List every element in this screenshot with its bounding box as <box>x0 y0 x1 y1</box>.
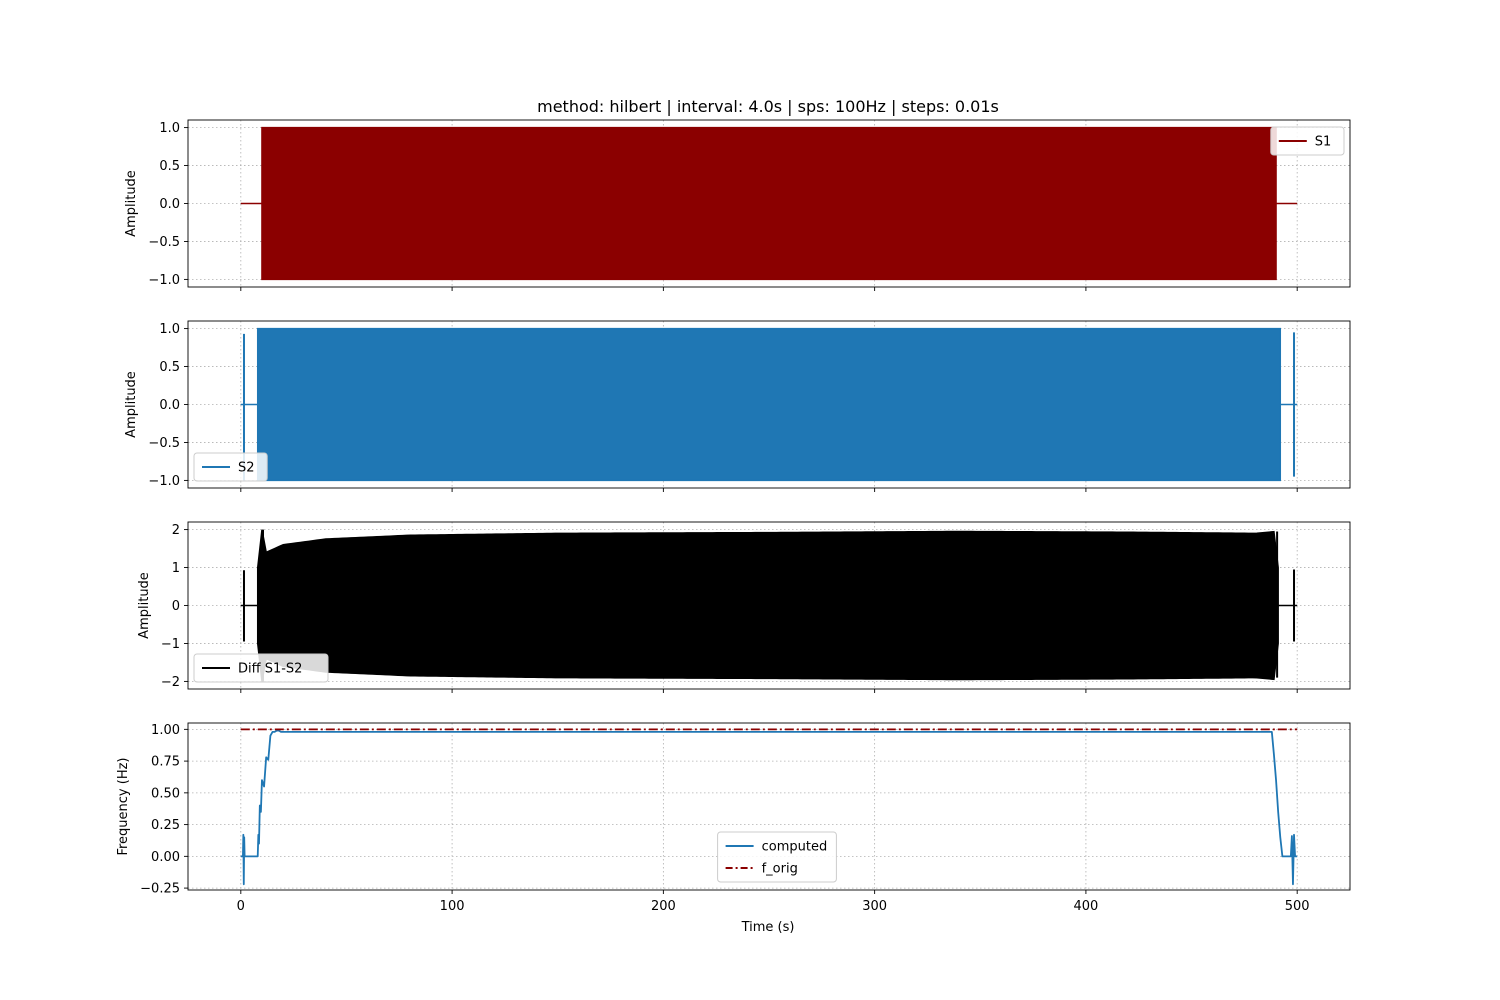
y-tick-label: 0 <box>172 599 180 614</box>
axes-frame <box>187 722 1351 891</box>
series-oscillation-band <box>256 327 1282 482</box>
legend-label: S1 <box>1315 135 1332 150</box>
y-tick-label: −0.5 <box>148 436 180 451</box>
y-tick-label: 0.5 <box>159 159 180 174</box>
y-tick-label: 0.00 <box>151 850 180 865</box>
x-tick-label: 400 <box>1073 899 1098 914</box>
x-tick-label: 100 <box>440 899 465 914</box>
y-tick-label: 1 <box>172 561 180 576</box>
y-tick-label: 0.50 <box>151 786 180 801</box>
x-axis-label: Time (s) <box>741 920 795 935</box>
legend-label: computed <box>762 840 828 855</box>
x-tick-label: 500 <box>1285 899 1310 914</box>
y-tick-label: 0.5 <box>159 360 180 375</box>
subplot-2: −1.0 −0.5 0.0 0.5 1.0 Amplitude S2 <box>124 320 1351 492</box>
y-tick-label: 2 <box>172 523 180 538</box>
plot-area <box>240 728 1298 886</box>
y-axis-label: Amplitude <box>124 170 139 237</box>
legend-box <box>717 831 837 883</box>
y-tick-label: 1.0 <box>159 322 180 337</box>
plot-area <box>240 327 1298 482</box>
y-axis-label: Amplitude <box>124 371 139 438</box>
legend: computed f_orig <box>717 831 837 883</box>
y-tick-label: 1.0 <box>159 121 180 136</box>
y-tick-label: −0.25 <box>140 882 180 897</box>
subplot-1: −1.0 −0.5 0.0 0.5 1.0 Amplitude S1 <box>124 119 1351 291</box>
legend: S2 <box>193 452 268 482</box>
y-tick-label: 0.25 <box>151 818 180 833</box>
plot-area <box>240 529 1298 682</box>
y-axis-label: Frequency (Hz) <box>116 757 131 855</box>
y-tick-label: 0.75 <box>151 755 180 770</box>
series-oscillation-band <box>261 126 1277 281</box>
y-tick-label: −2 <box>161 675 180 690</box>
y-tick-label: −1.0 <box>148 273 180 288</box>
subplot-3: −2 −1 0 1 2 Amplitude Diff S1-S2 <box>137 521 1351 693</box>
legend: S1 <box>1270 126 1345 156</box>
y-axis-label: Amplitude <box>137 572 152 639</box>
series-computed <box>240 729 1298 886</box>
series-line <box>240 729 1298 886</box>
series-s1 <box>240 126 1298 281</box>
legend-label: Diff S1-S2 <box>238 662 302 677</box>
legend-label: f_orig <box>762 862 798 877</box>
plot-area <box>240 126 1298 281</box>
legend-box <box>193 653 329 683</box>
y-tick-label: 0.0 <box>159 197 180 212</box>
y-tick-label: 1.00 <box>151 723 180 738</box>
y-tick-label: −0.5 <box>148 235 180 250</box>
y-tick-label: −1.0 <box>148 474 180 489</box>
legend-box <box>1270 126 1345 156</box>
subplot-4: 0 100 200 300 400 500 −0.25 0.00 0.25 0.50 0.75 1.0… <box>116 722 1351 914</box>
series-oscillation-band <box>256 529 1279 682</box>
series-diff-s1-s2 <box>240 529 1298 682</box>
legend-label: S2 <box>238 461 255 476</box>
x-tick-label: 300 <box>862 899 887 914</box>
x-tick-label: 0 <box>237 899 245 914</box>
legend: Diff S1-S2 <box>193 653 329 683</box>
legend-box <box>193 452 268 482</box>
series-s2 <box>240 327 1298 482</box>
subplots: −1.0−0.50.00.51.0AmplitudeS1−1.0−0.50.00… <box>116 119 1351 914</box>
chart-title: method: hilbert | interval: 4.0s | sps: … <box>537 97 999 116</box>
x-tick-label: 200 <box>651 899 676 914</box>
y-tick-label: −1 <box>161 637 180 652</box>
y-tick-label: 0.0 <box>159 398 180 413</box>
